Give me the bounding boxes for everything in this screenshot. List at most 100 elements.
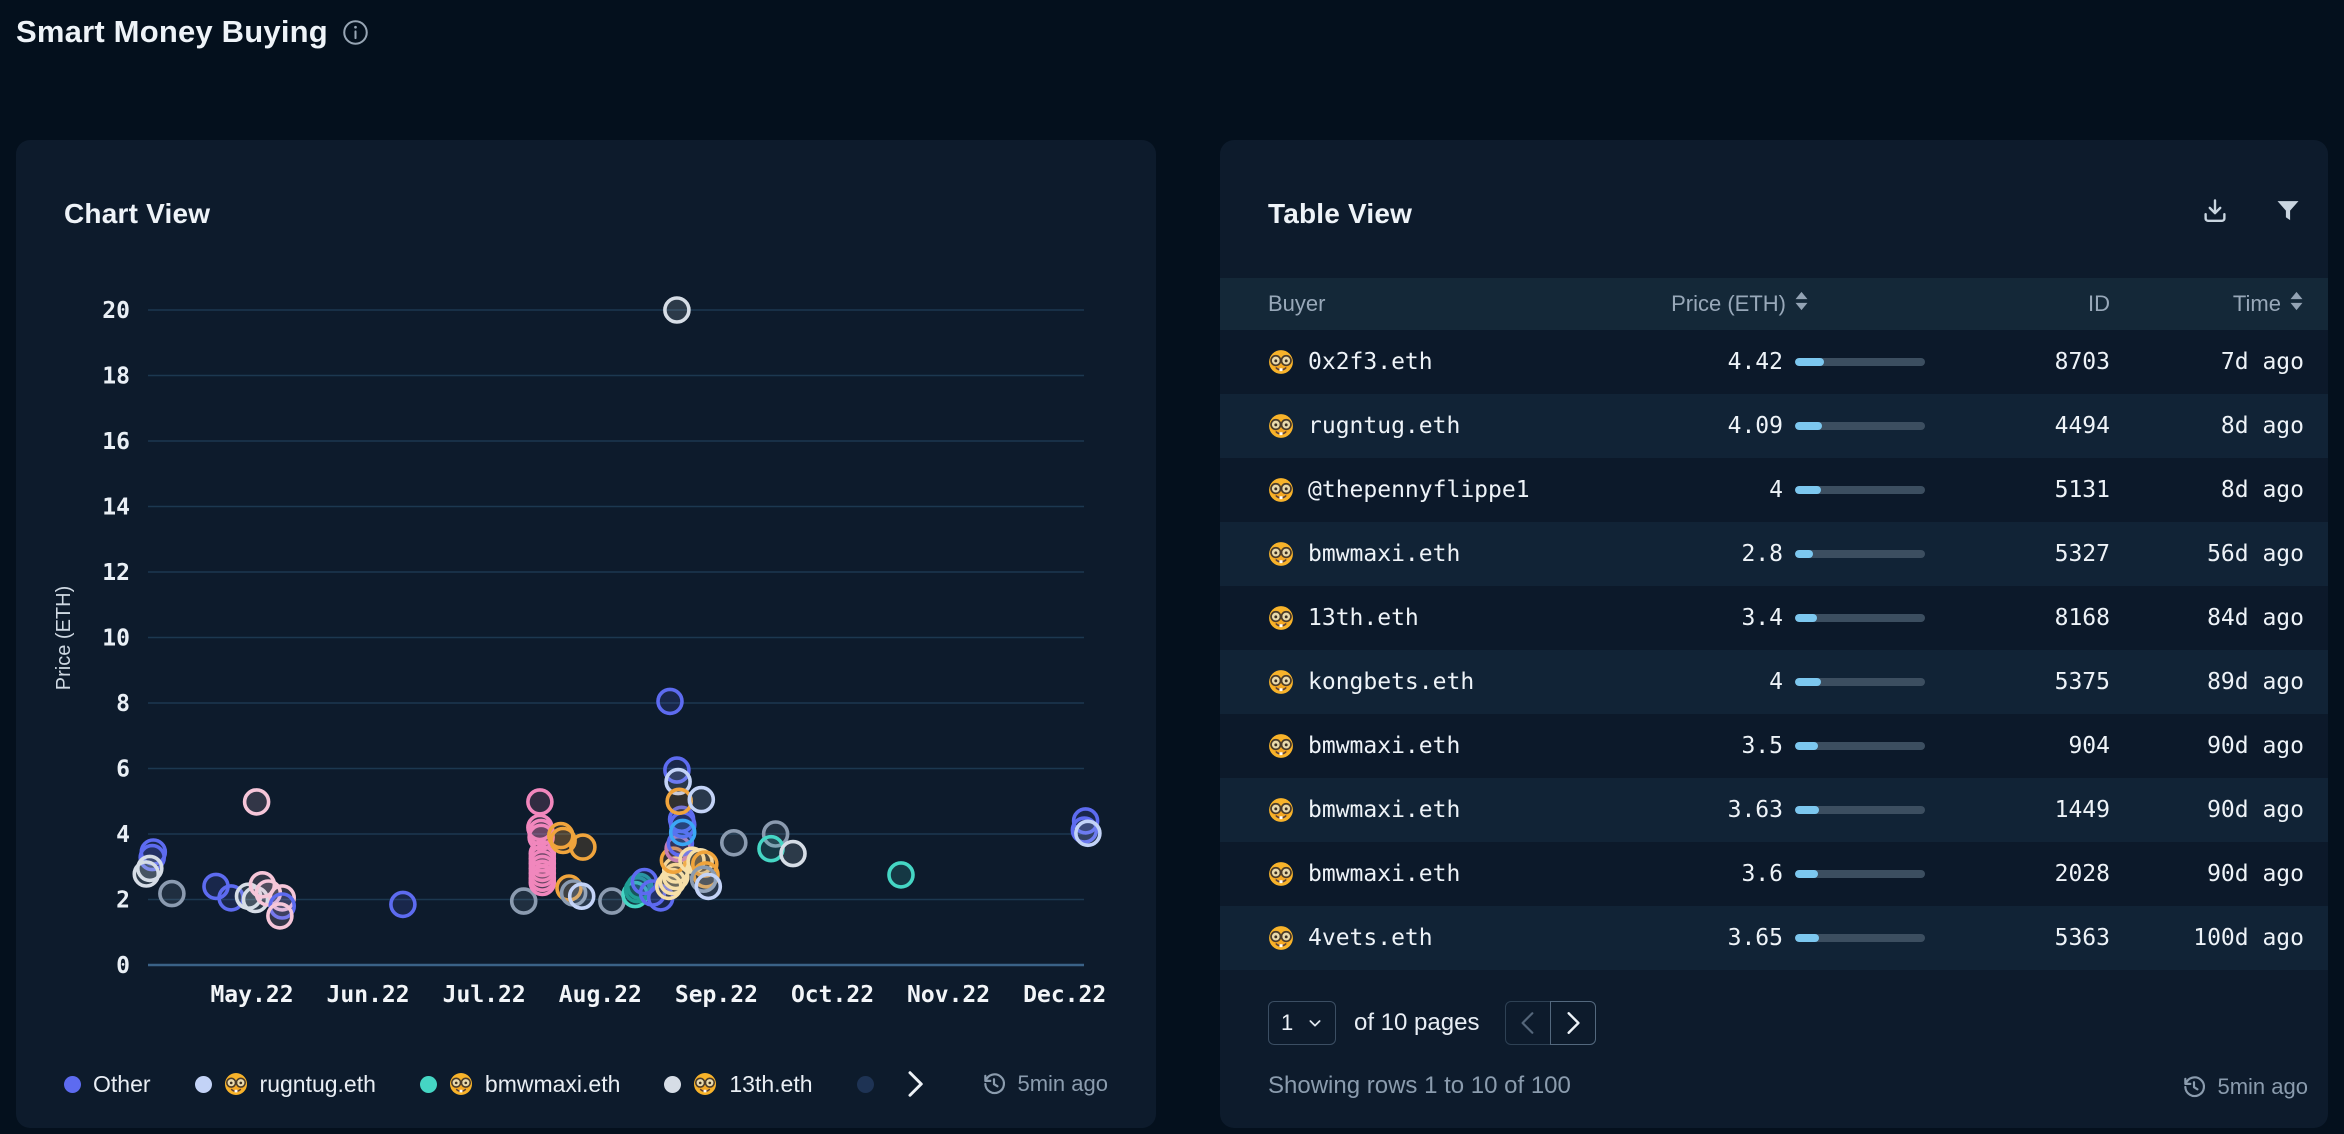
legend-item-label: Other [93, 1070, 151, 1097]
y-tick-label: 8 [116, 691, 130, 717]
table-row[interactable]: 13th.eth 3.4 8168 84d ago [1220, 586, 2328, 650]
scatter-point[interactable] [887, 861, 915, 889]
scatter-point[interactable] [241, 885, 270, 914]
scatter-point[interactable] [694, 872, 723, 901]
chevron-right-icon [908, 1071, 923, 1097]
buyer-cell[interactable]: rugntug.eth [1268, 413, 1693, 439]
buyer-name: bmwmaxi.eth [1308, 797, 1461, 823]
scatter-point[interactable] [687, 785, 716, 814]
scatter-point[interactable] [656, 687, 684, 716]
nerd-face-emoji [1269, 478, 1293, 502]
scatter-point[interactable] [779, 839, 807, 868]
chevron-left-icon [1521, 1012, 1534, 1034]
y-tick-label: 16 [102, 429, 130, 455]
buyer-name: 4vets.eth [1308, 925, 1433, 951]
scatter-point[interactable] [598, 887, 626, 915]
legend-scroll-right-button[interactable] [904, 1069, 926, 1099]
table-row[interactable]: bmwmaxi.eth 2.8 5327 56d ago [1220, 522, 2328, 586]
legend-item-label: 13th.eth [729, 1070, 813, 1097]
page-title: Smart Money Buying [16, 14, 328, 49]
table-row[interactable]: @thepennyflippe1 4 5131 8d ago [1220, 458, 2328, 522]
price-cell: 3.5 [1741, 733, 1783, 759]
scatter-point[interactable] [663, 296, 691, 324]
scatter-point[interactable] [757, 834, 785, 863]
scatter-point[interactable] [719, 828, 748, 857]
column-header-time[interactable]: Time [2110, 290, 2304, 318]
table-row[interactable]: bmwmaxi.eth 3.5 904 90d ago [1220, 714, 2328, 778]
price-bar-fill [1795, 934, 1819, 942]
next-page-button[interactable] [1550, 1001, 1597, 1045]
price-scatter-chart[interactable]: 0 2 4 6 8 10 12 14 16 18 20 Price (ETH) May.22 Jun.22… [16, 140, 1156, 1128]
table-row[interactable]: 0x2f3.eth 4.42 8703 7d ago [1220, 330, 2328, 394]
id-cell: 4494 [2054, 413, 2110, 439]
nerd-face-emoji [1269, 414, 1293, 438]
table-row[interactable]: bmwmaxi.eth 3.63 1449 90d ago [1220, 778, 2328, 842]
scatter-point[interactable] [664, 767, 692, 796]
buyer-cell[interactable]: bmwmaxi.eth [1268, 797, 1693, 823]
scatter-point[interactable] [569, 833, 597, 861]
buyer-name: kongbets.eth [1308, 669, 1475, 695]
buyer-cell[interactable]: bmwmaxi.eth [1268, 861, 1693, 887]
page-select-dropdown[interactable]: 1 [1268, 1001, 1336, 1045]
nerd-face-emoji [694, 1073, 717, 1095]
scatter-point[interactable] [268, 892, 297, 920]
table-row[interactable]: rugntug.eth 4.09 4494 8d ago [1220, 394, 2328, 458]
previous-page-button[interactable] [1505, 1001, 1552, 1045]
legend-item[interactable]: rugntug.eth [194, 1071, 376, 1098]
scatter-point[interactable] [526, 788, 554, 816]
buyer-cell[interactable]: 4vets.eth [1268, 925, 1693, 951]
scatter-point[interactable] [665, 787, 694, 816]
filter-button[interactable] [2274, 197, 2302, 225]
download-button[interactable] [2200, 196, 2230, 226]
buyer-cell[interactable]: kongbets.eth [1268, 669, 1693, 695]
download-icon [2204, 199, 2226, 222]
price-bar-cell [1783, 614, 1925, 622]
legend-item[interactable]: Other [64, 1071, 151, 1098]
time-cell: 100d ago [2193, 925, 2304, 951]
table-view-title: Table View [1268, 198, 1413, 229]
x-tick-label: Nov.22 [907, 982, 990, 1008]
buyer-cell[interactable]: @thepennyflippe1 [1268, 477, 1693, 503]
price-bar-fill [1795, 486, 1821, 494]
scatter-point[interactable] [1074, 819, 1102, 848]
price-bar-cell [1783, 486, 1925, 494]
scatter-point[interactable] [567, 882, 596, 911]
scatter-point[interactable] [528, 868, 557, 897]
time-cell: 84d ago [2207, 605, 2304, 631]
sort-icon-price [1794, 290, 1809, 318]
legend-item[interactable]: bmwmaxi.eth [419, 1071, 620, 1098]
table-row[interactable]: kongbets.eth 4 5375 89d ago [1220, 650, 2328, 714]
scatter-point[interactable] [242, 788, 271, 816]
time-cell: 90d ago [2207, 861, 2304, 887]
x-tick-label: May.22 [210, 982, 293, 1008]
legend-item[interactable]: 13th.eth [664, 1070, 813, 1098]
table-row[interactable]: bmwmaxi.eth 3.6 2028 90d ago [1220, 842, 2328, 906]
legend-color-dot [856, 1075, 874, 1093]
scatter-point[interactable] [158, 879, 186, 908]
nerd-face-emoji [1269, 542, 1293, 566]
buyer-cell[interactable]: 0x2f3.eth [1268, 349, 1693, 375]
buyer-cell[interactable]: 13th.eth [1268, 605, 1693, 631]
info-icon[interactable] [342, 19, 369, 46]
buyer-cell[interactable]: bmwmaxi.eth [1268, 733, 1693, 759]
y-tick-label: 10 [102, 626, 130, 652]
column-header-price[interactable]: Price (ETH) [1671, 290, 1808, 318]
buyer-name: 0x2f3.eth [1308, 349, 1433, 375]
legend-color-dot [664, 1075, 682, 1093]
nerd-face-emoji [1269, 862, 1293, 886]
table-row[interactable]: 4vets.eth 3.65 5363 100d ago [1220, 906, 2328, 970]
nerd-face-emoji [449, 1073, 472, 1095]
y-tick-label: 20 [102, 298, 130, 324]
price-bar-cell [1783, 934, 1925, 942]
nerd-face-emoji [1269, 606, 1293, 630]
scatter-point[interactable] [266, 902, 294, 930]
nerd-face-emoji [1269, 798, 1293, 822]
legend-item[interactable] [856, 1075, 874, 1093]
buyer-cell[interactable]: bmwmaxi.eth [1268, 541, 1693, 567]
x-tick-label: Jun.22 [327, 982, 410, 1008]
scatter-point[interactable] [509, 887, 538, 915]
scatter-point[interactable] [132, 860, 161, 888]
scatter-point[interactable] [389, 890, 417, 919]
scatter-point[interactable] [668, 818, 697, 847]
price-bar-track [1795, 870, 1925, 878]
